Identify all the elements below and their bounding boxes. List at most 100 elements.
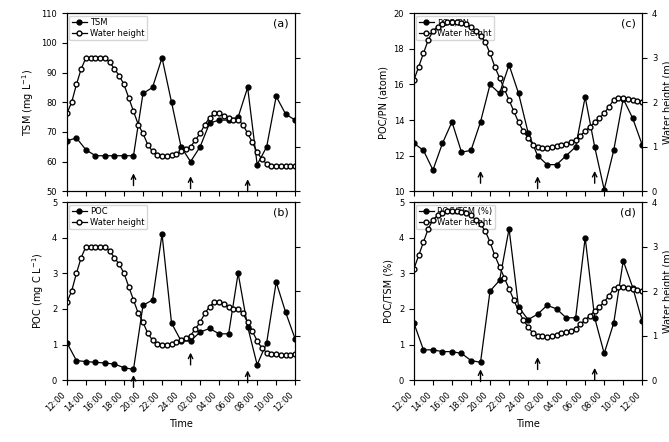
Text: (d): (d) (619, 207, 636, 217)
POC/PN (571, 144, 579, 149)
Water height (581, 317, 589, 323)
Line: TSM: TSM (64, 55, 298, 167)
Water height (553, 332, 561, 337)
TSM (196, 144, 204, 149)
TSM (120, 153, 128, 158)
Water height (92, 244, 100, 249)
Water height (130, 297, 138, 303)
Water height (158, 153, 166, 158)
Water height (443, 208, 451, 213)
POC/PN (448, 119, 456, 125)
Water height (619, 284, 628, 289)
POC/PN (581, 94, 589, 99)
Text: (c): (c) (621, 19, 636, 29)
Water height (220, 113, 228, 118)
Water height (467, 213, 475, 218)
Water height (92, 55, 100, 61)
Water height (438, 210, 446, 216)
Water height (586, 124, 594, 130)
Water height (609, 286, 617, 292)
POC/PN (438, 141, 446, 146)
Water height (191, 137, 199, 143)
Water height (539, 145, 547, 150)
POC (272, 279, 280, 285)
Water height (229, 118, 237, 123)
Water height (134, 311, 142, 316)
POC (215, 331, 223, 336)
Water height (258, 156, 266, 162)
Water height (153, 152, 161, 157)
Line: Water height: Water height (411, 20, 645, 151)
Water height (500, 86, 508, 91)
Water height (562, 141, 570, 146)
POC/PN (553, 162, 561, 167)
POC (149, 297, 157, 303)
Water height (591, 309, 599, 314)
TSM (187, 159, 195, 164)
Water height (548, 144, 556, 149)
POC/PN (524, 130, 532, 135)
POC (82, 359, 90, 364)
POC/PN (467, 148, 475, 153)
X-axis label: Time: Time (169, 419, 193, 429)
Water height (177, 149, 185, 154)
Water height (624, 285, 632, 290)
Water height (225, 304, 233, 309)
Water height (72, 271, 80, 276)
POC/PN (619, 96, 628, 101)
POC/TSM (%) (476, 360, 484, 365)
POC/PN (534, 153, 542, 158)
Water height (291, 163, 299, 168)
Water height (63, 300, 71, 305)
Water height (462, 22, 470, 27)
Water height (438, 22, 446, 27)
TSM (263, 144, 271, 149)
Line: Water height: Water height (64, 244, 298, 357)
Water height (191, 326, 199, 332)
Water height (524, 324, 532, 329)
X-axis label: Time: Time (516, 419, 540, 429)
Line: POC/TSM (%): POC/TSM (%) (411, 226, 645, 365)
Water height (72, 82, 80, 87)
TSM (63, 138, 71, 144)
Water height (467, 24, 475, 29)
TSM (291, 118, 299, 123)
Water height (239, 122, 247, 127)
POC/TSM (%) (514, 305, 522, 310)
POC/PN (629, 116, 637, 121)
Water height (115, 262, 123, 267)
Water height (429, 217, 437, 222)
Y-axis label: POC/TSM (%): POC/TSM (%) (383, 259, 393, 323)
Water height (553, 143, 561, 149)
Water height (248, 328, 256, 334)
Water height (534, 333, 542, 338)
Water height (263, 350, 271, 355)
Water height (87, 55, 95, 61)
Water height (282, 352, 290, 358)
POC (130, 367, 138, 372)
Water height (244, 320, 252, 325)
Water height (595, 115, 603, 121)
Legend: TSM, Water height: TSM, Water height (70, 16, 147, 40)
Water height (96, 55, 104, 61)
Water height (491, 253, 499, 258)
Water height (277, 352, 285, 358)
Water height (629, 97, 637, 103)
POC/PN (486, 82, 494, 87)
POC/PN (562, 153, 570, 158)
Water height (634, 288, 642, 293)
Water height (144, 331, 152, 336)
POC/TSM (%) (581, 235, 589, 240)
Water height (282, 163, 290, 168)
POC/TSM (%) (609, 320, 617, 326)
Water height (496, 264, 504, 269)
Water height (139, 131, 147, 136)
POC/PN (505, 62, 513, 68)
Water height (210, 111, 218, 116)
POC (120, 365, 128, 370)
POC (167, 320, 175, 326)
Water height (229, 306, 237, 312)
TSM (244, 85, 252, 90)
Water height (68, 99, 76, 105)
Water height (205, 304, 213, 309)
